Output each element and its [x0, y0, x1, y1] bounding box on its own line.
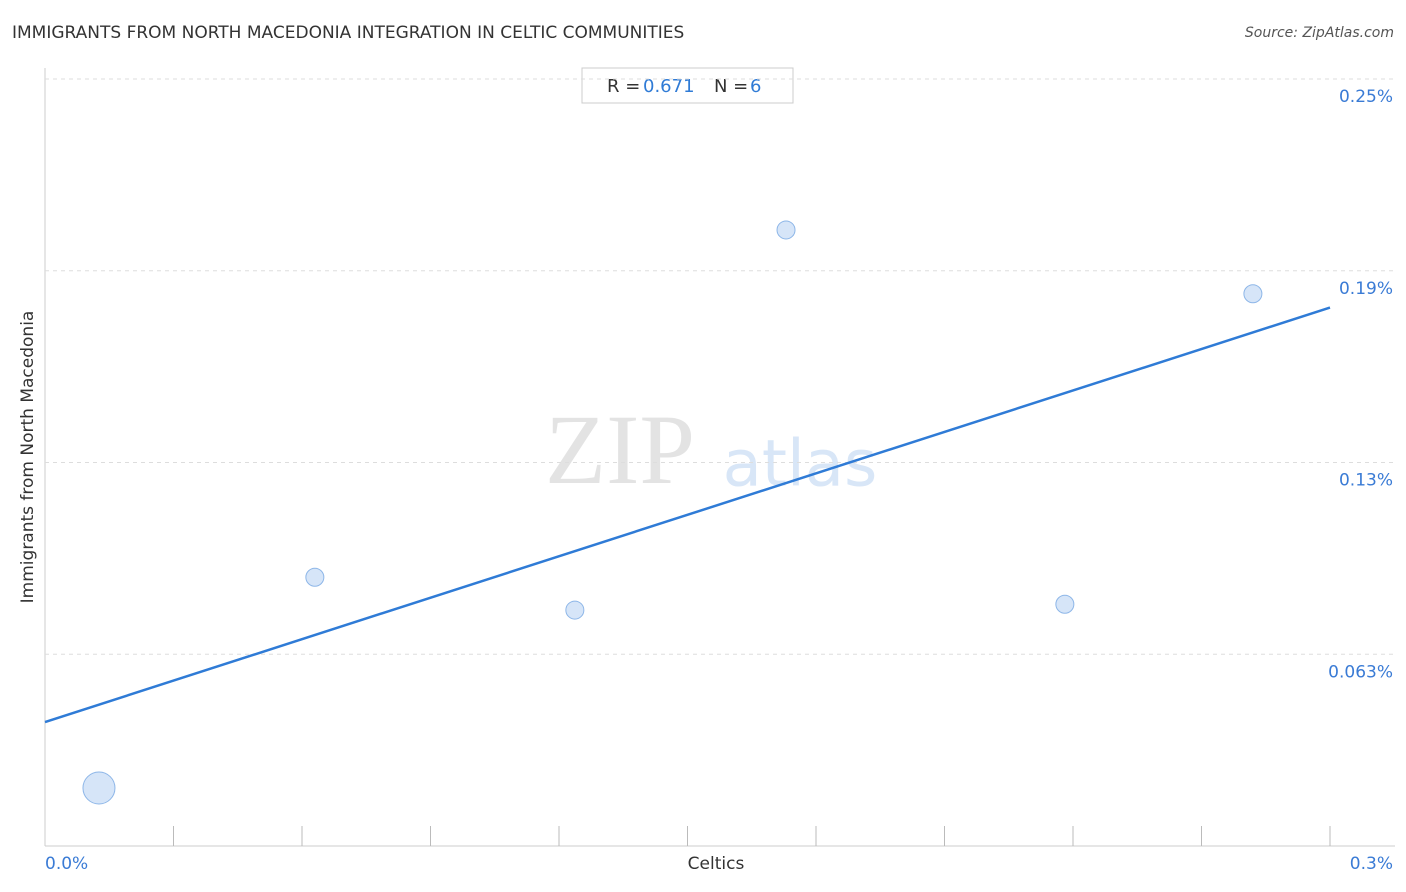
- n-label: N =: [714, 76, 748, 97]
- watermark-zip: ZIP: [545, 394, 695, 505]
- data-point: [776, 220, 796, 240]
- x-tick-label: 0.3%: [1350, 854, 1393, 874]
- r-value: 0.671: [643, 76, 695, 97]
- source: Source: ZipAtlas.com: [1245, 25, 1394, 41]
- y-tick-label: 0.063%: [1328, 662, 1393, 682]
- y-axis-label: Immigrants from North Macedonia: [18, 311, 38, 604]
- data-point: [82, 771, 116, 805]
- trend-line: [44, 306, 1331, 724]
- watermark-atlas: atlas: [723, 428, 878, 502]
- data-point: [565, 600, 585, 620]
- y-tick-label: 0.25%: [1339, 87, 1393, 107]
- chart-title: IMMIGRANTS FROM NORTH MACEDONIA INTEGRAT…: [12, 23, 684, 43]
- n-value: 6: [750, 76, 761, 97]
- stats-box: [581, 67, 794, 104]
- data-point: [1243, 284, 1263, 304]
- y-tick-label: 0.19%: [1339, 279, 1393, 299]
- r-label: R =: [607, 76, 640, 97]
- stats: R = 0.671 N = 6: [607, 76, 761, 97]
- x-axis-label: Celtics: [688, 854, 745, 874]
- data-point: [1055, 594, 1075, 614]
- y-tick-label: 0.13%: [1339, 471, 1393, 491]
- data-point: [305, 567, 325, 587]
- x-tick-label: 0.0%: [45, 854, 88, 874]
